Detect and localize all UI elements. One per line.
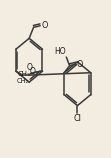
Text: CH₃: CH₃ — [17, 70, 30, 76]
Text: O: O — [30, 67, 36, 76]
Text: O: O — [41, 21, 48, 30]
Text: Cl: Cl — [73, 114, 81, 123]
Text: CH₂: CH₂ — [16, 78, 29, 84]
Text: O: O — [27, 63, 33, 72]
Text: HO: HO — [54, 47, 66, 56]
Text: O: O — [77, 60, 83, 69]
